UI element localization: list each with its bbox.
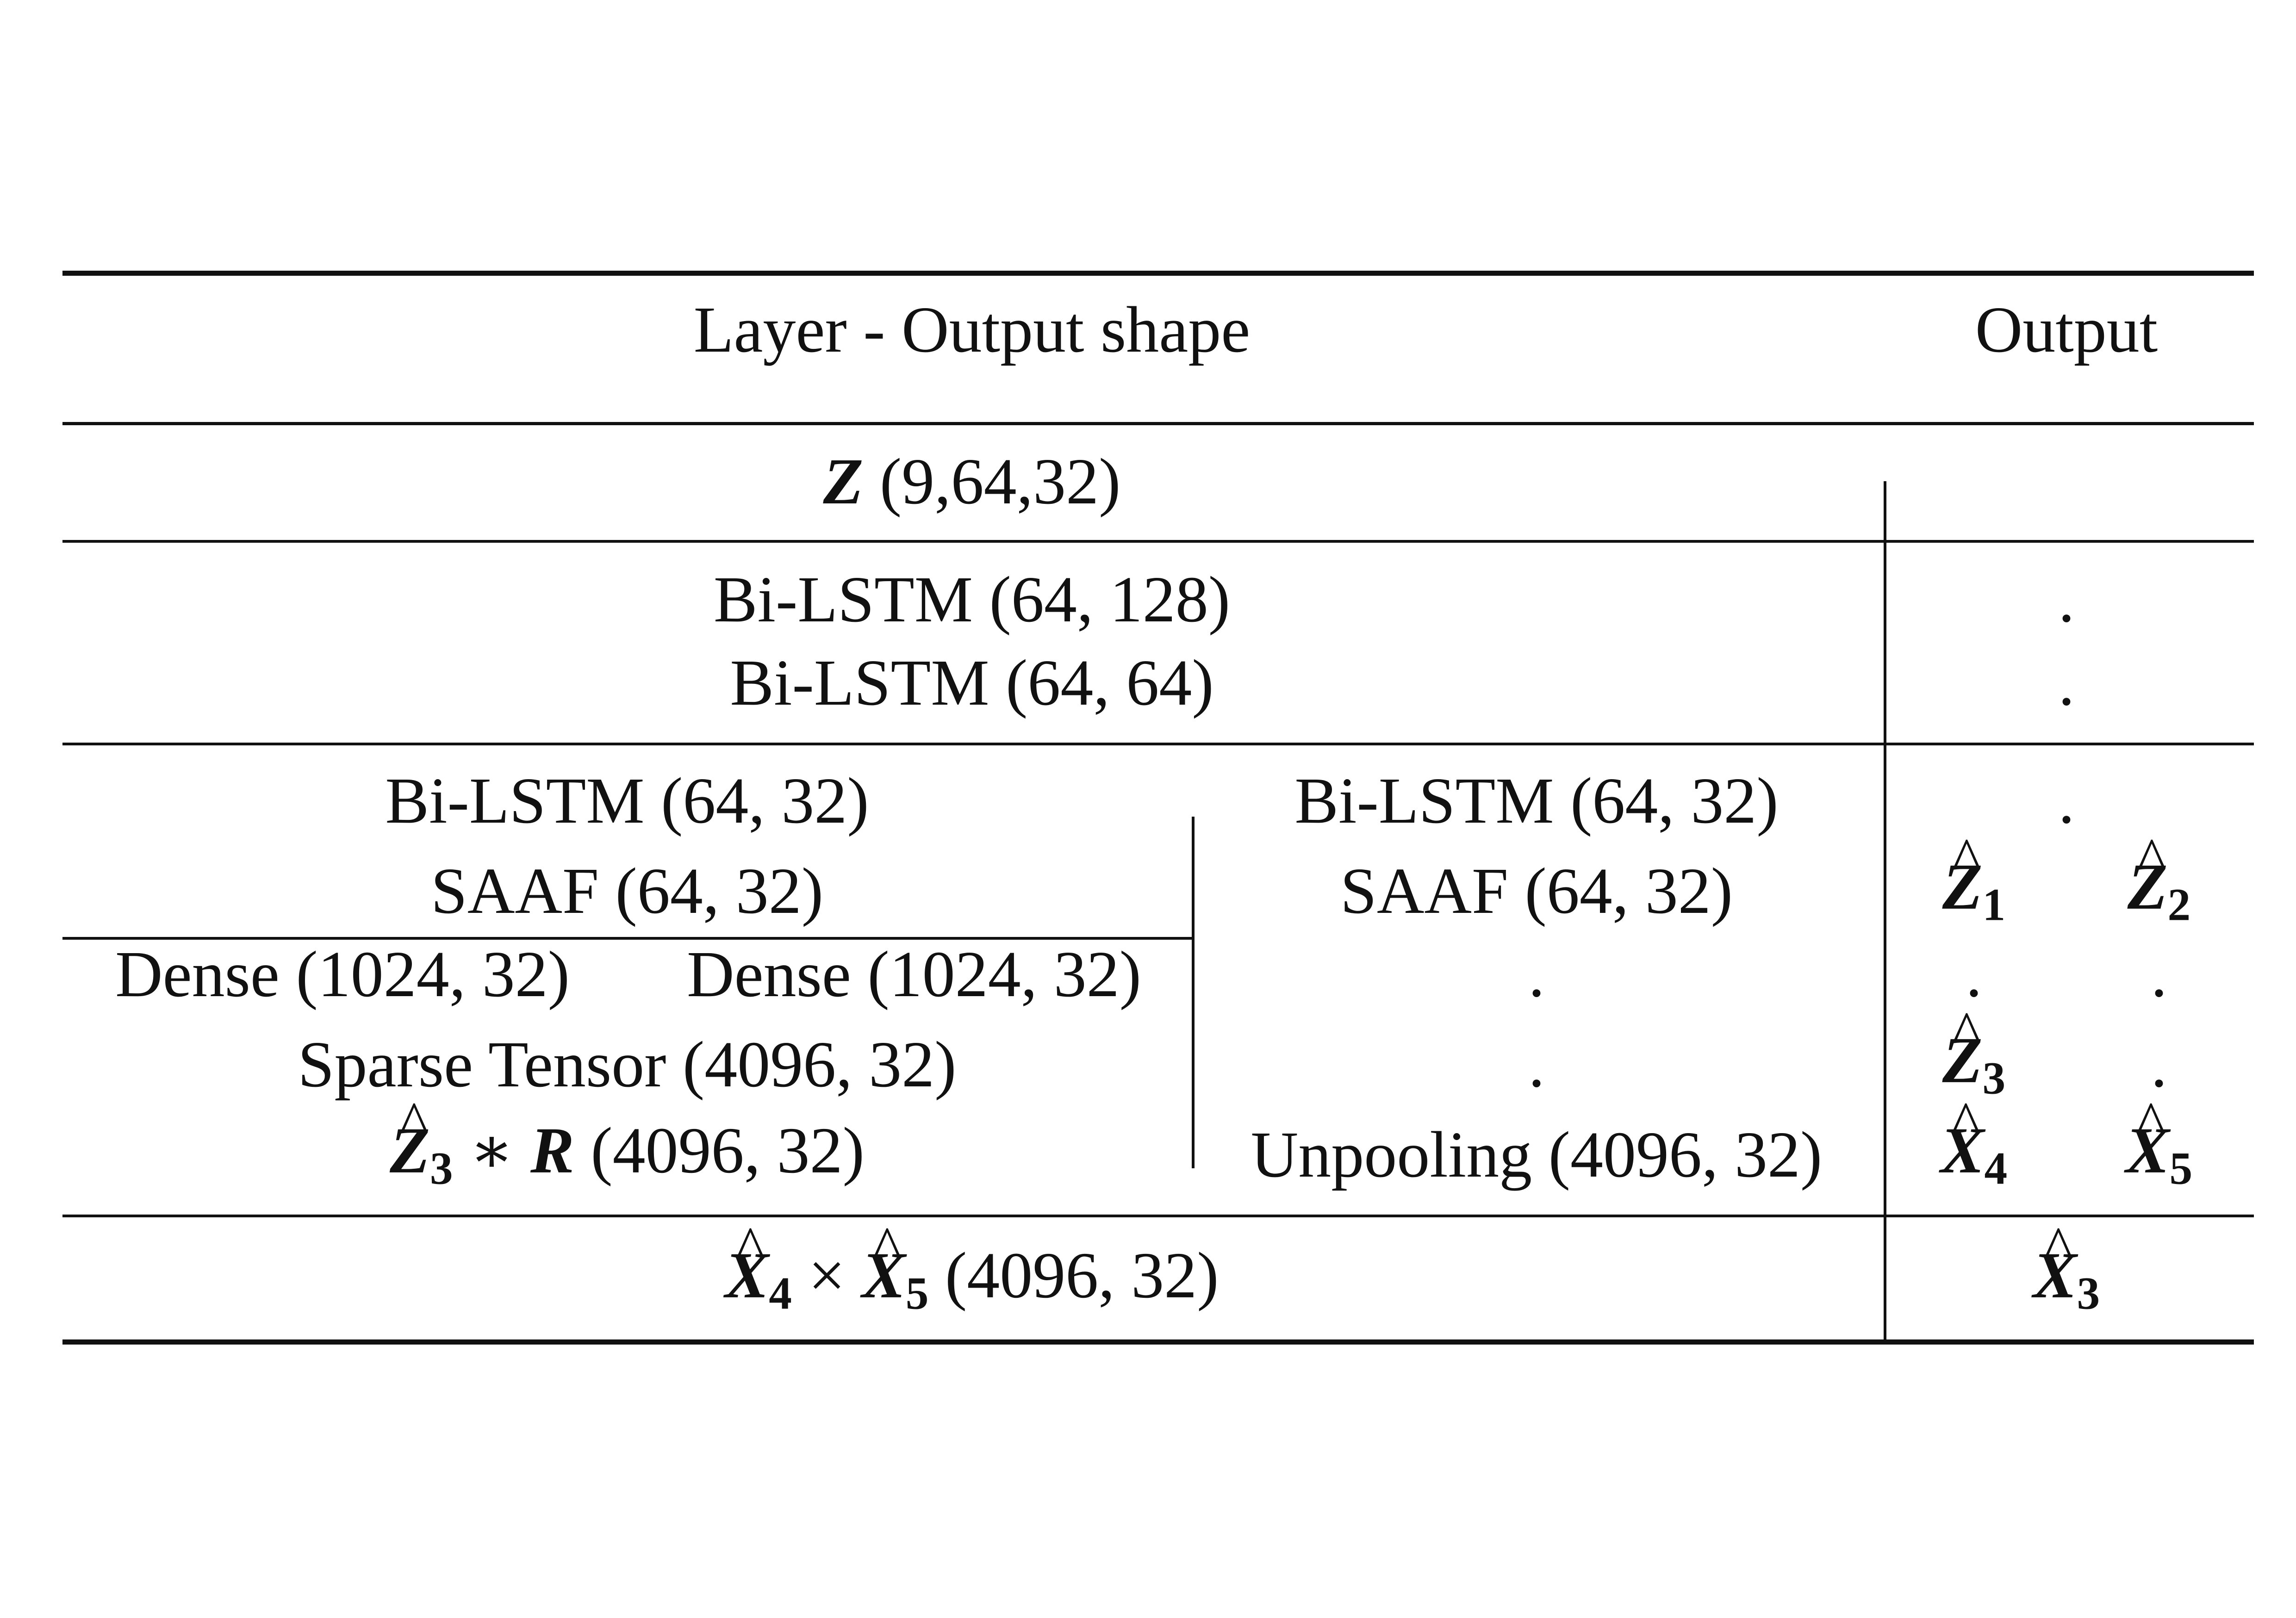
- output-dot-bilstm-1: .: [2058, 563, 2075, 636]
- star-operator: ∗: [469, 1113, 514, 1187]
- rule-before-final: [62, 1215, 2254, 1217]
- times-operator: ×: [808, 1238, 846, 1312]
- output-dot-branch-bilstm: .: [2058, 764, 2075, 837]
- right-saaf: SAAF (64, 32): [1340, 854, 1733, 927]
- output-z3: Z ^ 3: [1942, 1000, 2006, 1104]
- branch-divider: [1192, 817, 1195, 1168]
- output-dot-dense-right: .: [2151, 937, 2167, 1010]
- left-dense-b: Dense (1024, 32): [687, 937, 1141, 1010]
- header-output: Output: [1975, 293, 2158, 366]
- z-shape: (9,64,32): [879, 445, 1121, 518]
- output-z2: Z ^ 2: [2127, 827, 2191, 930]
- right-unpooling: Unpooling (4096, 32): [1251, 1118, 1823, 1191]
- left-bilstm-32: Bi-LSTM (64, 32): [385, 764, 869, 837]
- z-symbol: Z: [823, 445, 864, 518]
- rule-left-branch-split: [62, 937, 1192, 940]
- left-dense-a: Dense (1024, 32): [115, 937, 570, 1010]
- product-shape: (4096, 32): [591, 1113, 865, 1187]
- rule-after-z: [62, 540, 2254, 543]
- bottom-rule: [62, 1339, 2254, 1345]
- left-z3-times-r: Z ^ 3 ∗ R (4096, 32): [390, 1091, 865, 1194]
- output-col-divider: [1884, 481, 1886, 1342]
- right-dot-2: .: [1528, 1028, 1545, 1101]
- right-dot-1: .: [1528, 937, 1545, 1010]
- header-rule: [62, 422, 2254, 425]
- bilstm-128-row: Bi-LSTM (64, 128): [713, 563, 1231, 636]
- left-saaf: SAAF (64, 32): [430, 854, 824, 927]
- z3-subscript: 3: [429, 1142, 453, 1194]
- rule-after-bilstm: [62, 743, 2254, 745]
- header-layer-output-shape: Layer - Output shape: [693, 293, 1251, 366]
- output-x5: X ^ 5: [2125, 1091, 2193, 1194]
- output-dot-bilstm-2: .: [2058, 646, 2075, 719]
- r-symbol: R: [530, 1113, 574, 1187]
- z-hat-symbol: Z ^: [390, 1091, 430, 1187]
- output-x3: X ^ 3: [2033, 1215, 2100, 1319]
- output-dot-sparse-right: .: [2151, 1028, 2167, 1101]
- output-x4: X ^ 4: [1940, 1091, 2008, 1194]
- output-z1: Z ^ 1: [1942, 827, 2006, 930]
- right-bilstm-32: Bi-LSTM (64, 32): [1294, 764, 1779, 837]
- bilstm-64-row: Bi-LSTM (64, 64): [730, 646, 1214, 719]
- top-rule: [62, 271, 2254, 276]
- z-input-row: Z (9,64,32): [823, 448, 1121, 514]
- left-sparse-tensor: Sparse Tensor (4096, 32): [298, 1028, 957, 1101]
- final-shape: (4096, 32): [945, 1238, 1219, 1312]
- output-dot-dense-left: .: [1966, 937, 1982, 1010]
- final-product-row: X ^ 4 × X ^ 5 (4096, 32): [725, 1215, 1219, 1319]
